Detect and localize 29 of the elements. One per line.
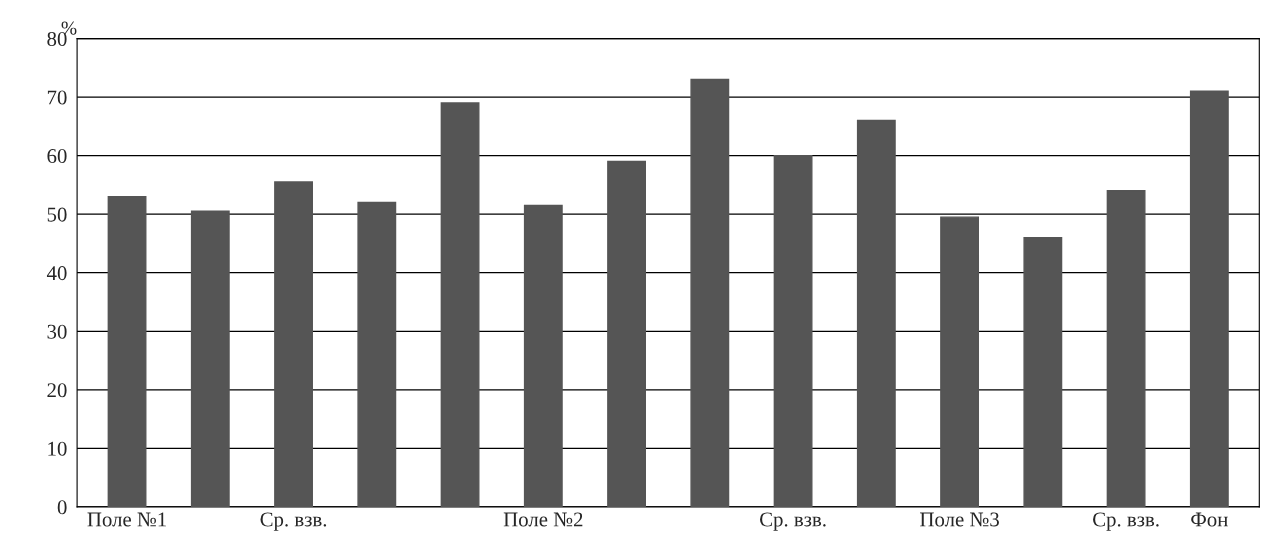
- x-tick-label: Поле №1: [87, 512, 166, 527]
- bar: [690, 78, 730, 507]
- y-tick-label: 30: [47, 324, 67, 339]
- x-tick-label: Поле №2: [503, 512, 583, 527]
- y-tick-label: 10: [48, 441, 67, 456]
- y-tick-label: 70: [47, 90, 67, 105]
- bar: [607, 160, 647, 507]
- bar: [1106, 190, 1146, 507]
- bar: [523, 204, 563, 507]
- x-tick-label: Поле №3: [920, 512, 999, 527]
- bar: [773, 154, 813, 507]
- y-tick-label: 60: [47, 149, 67, 164]
- bar: [440, 102, 480, 507]
- x-tick-label: Ср. взв.: [260, 512, 327, 531]
- bar: [190, 210, 230, 507]
- bar: [274, 181, 313, 507]
- bar: [357, 201, 397, 507]
- bar: [107, 195, 147, 507]
- bar: [856, 119, 896, 507]
- y-tick-label: 40: [46, 266, 67, 281]
- y-tick-label: 20: [47, 383, 67, 398]
- y-tick-label: 0: [57, 500, 67, 515]
- bar: [940, 216, 980, 507]
- y-tick-label: 50: [47, 207, 67, 222]
- x-tick-label: Ср. взв.: [760, 512, 826, 531]
- bar: [1189, 90, 1229, 507]
- x-tick-label: Ср. взв.: [1093, 512, 1159, 531]
- x-tick-label: Фон: [1191, 512, 1228, 527]
- bar: [1023, 236, 1063, 507]
